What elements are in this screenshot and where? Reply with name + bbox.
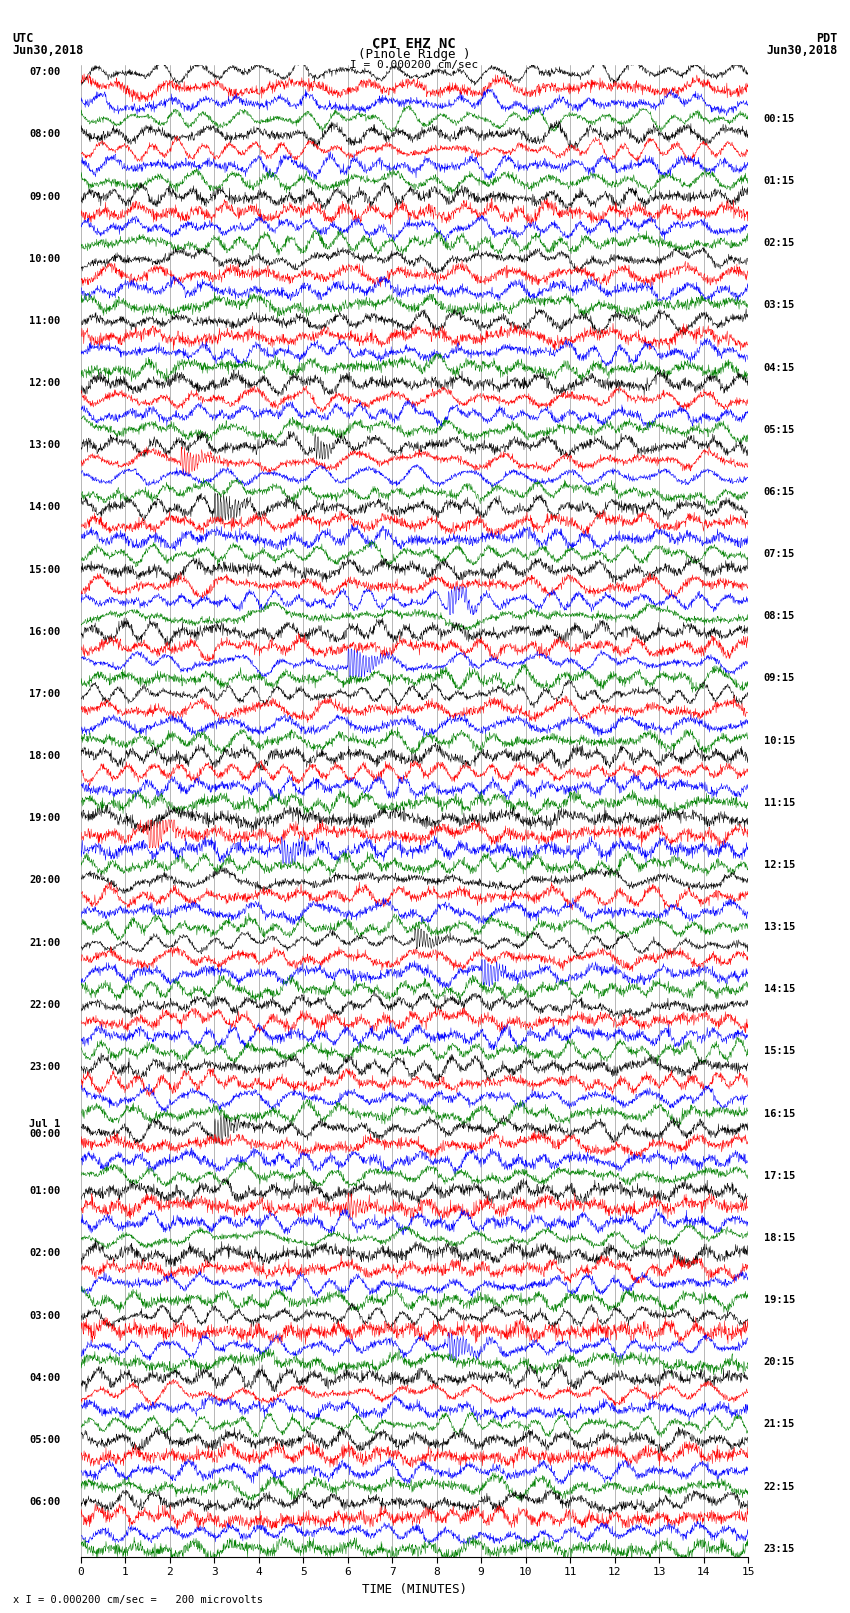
Text: 12:15: 12:15 bbox=[763, 860, 795, 869]
Text: I = 0.000200 cm/sec: I = 0.000200 cm/sec bbox=[350, 60, 478, 69]
Text: PDT: PDT bbox=[816, 32, 837, 45]
Text: 00:00: 00:00 bbox=[30, 1129, 60, 1139]
Text: 23:00: 23:00 bbox=[30, 1061, 60, 1073]
Text: 14:15: 14:15 bbox=[763, 984, 795, 994]
Text: 03:00: 03:00 bbox=[30, 1311, 60, 1321]
Text: 09:00: 09:00 bbox=[30, 192, 60, 202]
Text: 13:00: 13:00 bbox=[30, 440, 60, 450]
Text: 02:00: 02:00 bbox=[30, 1248, 60, 1258]
Text: 23:15: 23:15 bbox=[763, 1544, 795, 1553]
Text: 19:00: 19:00 bbox=[30, 813, 60, 823]
Text: 06:15: 06:15 bbox=[763, 487, 795, 497]
Text: 01:15: 01:15 bbox=[763, 176, 795, 185]
Text: 02:15: 02:15 bbox=[763, 239, 795, 248]
Text: 00:15: 00:15 bbox=[763, 115, 795, 124]
Text: 18:15: 18:15 bbox=[763, 1232, 795, 1244]
Text: 17:15: 17:15 bbox=[763, 1171, 795, 1181]
Text: 14:00: 14:00 bbox=[30, 503, 60, 513]
Text: 20:15: 20:15 bbox=[763, 1357, 795, 1368]
Text: UTC: UTC bbox=[13, 32, 34, 45]
Text: 21:00: 21:00 bbox=[30, 937, 60, 948]
Text: x I = 0.000200 cm/sec =   200 microvolts: x I = 0.000200 cm/sec = 200 microvolts bbox=[13, 1595, 263, 1605]
Text: 10:15: 10:15 bbox=[763, 736, 795, 745]
Text: 15:00: 15:00 bbox=[30, 565, 60, 574]
Text: 15:15: 15:15 bbox=[763, 1047, 795, 1057]
X-axis label: TIME (MINUTES): TIME (MINUTES) bbox=[362, 1582, 467, 1595]
Text: 13:15: 13:15 bbox=[763, 923, 795, 932]
Text: 08:00: 08:00 bbox=[30, 129, 60, 139]
Text: 10:00: 10:00 bbox=[30, 253, 60, 265]
Text: 18:00: 18:00 bbox=[30, 752, 60, 761]
Text: (Pinole Ridge ): (Pinole Ridge ) bbox=[358, 48, 470, 61]
Text: Jun30,2018: Jun30,2018 bbox=[13, 44, 84, 56]
Text: 05:00: 05:00 bbox=[30, 1436, 60, 1445]
Text: 06:00: 06:00 bbox=[30, 1497, 60, 1507]
Text: 04:15: 04:15 bbox=[763, 363, 795, 373]
Text: 19:15: 19:15 bbox=[763, 1295, 795, 1305]
Text: 20:00: 20:00 bbox=[30, 876, 60, 886]
Text: Jun30,2018: Jun30,2018 bbox=[766, 44, 837, 56]
Text: CPI EHZ NC: CPI EHZ NC bbox=[372, 37, 456, 52]
Text: 17:00: 17:00 bbox=[30, 689, 60, 698]
Text: 03:15: 03:15 bbox=[763, 300, 795, 310]
Text: 07:00: 07:00 bbox=[30, 68, 60, 77]
Text: 04:00: 04:00 bbox=[30, 1373, 60, 1382]
Text: 11:15: 11:15 bbox=[763, 798, 795, 808]
Text: 22:15: 22:15 bbox=[763, 1482, 795, 1492]
Text: 01:00: 01:00 bbox=[30, 1186, 60, 1197]
Text: 22:00: 22:00 bbox=[30, 1000, 60, 1010]
Text: 21:15: 21:15 bbox=[763, 1419, 795, 1429]
Text: 16:15: 16:15 bbox=[763, 1108, 795, 1118]
Text: 07:15: 07:15 bbox=[763, 548, 795, 560]
Text: 09:15: 09:15 bbox=[763, 673, 795, 684]
Text: Jul 1: Jul 1 bbox=[30, 1119, 60, 1129]
Text: 12:00: 12:00 bbox=[30, 377, 60, 389]
Text: 08:15: 08:15 bbox=[763, 611, 795, 621]
Text: 16:00: 16:00 bbox=[30, 627, 60, 637]
Text: 05:15: 05:15 bbox=[763, 424, 795, 436]
Text: 11:00: 11:00 bbox=[30, 316, 60, 326]
